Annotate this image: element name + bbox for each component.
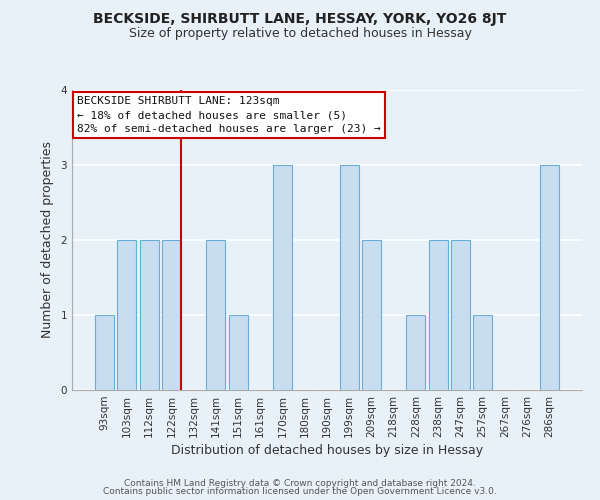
Bar — [140, 240, 158, 390]
Bar — [206, 240, 225, 390]
Bar — [429, 240, 448, 390]
Y-axis label: Number of detached properties: Number of detached properties — [41, 142, 53, 338]
Bar — [95, 315, 114, 390]
Text: Contains public sector information licensed under the Open Government Licence v3: Contains public sector information licen… — [103, 487, 497, 496]
Text: BECKSIDE SHIRBUTT LANE: 123sqm
← 18% of detached houses are smaller (5)
82% of s: BECKSIDE SHIRBUTT LANE: 123sqm ← 18% of … — [77, 96, 381, 134]
Bar — [406, 315, 425, 390]
Bar — [118, 240, 136, 390]
Bar — [273, 165, 292, 390]
Bar — [340, 165, 359, 390]
X-axis label: Distribution of detached houses by size in Hessay: Distribution of detached houses by size … — [171, 444, 483, 457]
Bar — [451, 240, 470, 390]
Text: BECKSIDE, SHIRBUTT LANE, HESSAY, YORK, YO26 8JT: BECKSIDE, SHIRBUTT LANE, HESSAY, YORK, Y… — [94, 12, 506, 26]
Bar — [362, 240, 381, 390]
Bar — [540, 165, 559, 390]
Bar — [229, 315, 248, 390]
Text: Contains HM Land Registry data © Crown copyright and database right 2024.: Contains HM Land Registry data © Crown c… — [124, 478, 476, 488]
Bar — [162, 240, 181, 390]
Text: Size of property relative to detached houses in Hessay: Size of property relative to detached ho… — [128, 28, 472, 40]
Bar — [473, 315, 492, 390]
